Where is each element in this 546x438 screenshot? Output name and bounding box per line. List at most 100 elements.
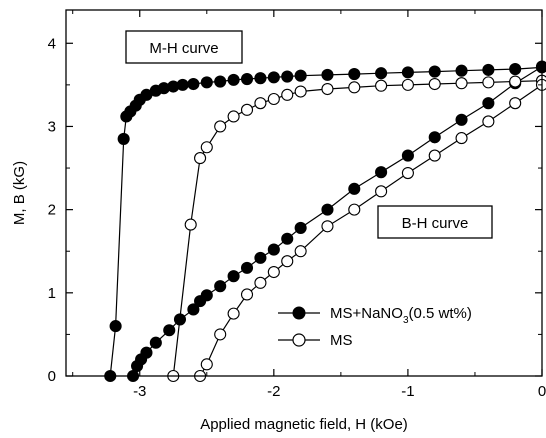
data-point <box>200 289 213 302</box>
data-point <box>428 77 441 91</box>
data-point <box>227 270 240 283</box>
series-3 <box>194 78 546 383</box>
data-point <box>227 73 240 86</box>
data-point <box>200 76 213 89</box>
data-point <box>428 149 441 162</box>
legend-item-ms-nano3: MS+NaNO3(0.5 wt%) <box>278 305 472 326</box>
data-point <box>401 166 414 180</box>
x-tick-label: -2 <box>267 383 280 400</box>
annotation-bh: B-H curve <box>377 205 493 239</box>
data-point <box>254 97 267 110</box>
data-point <box>240 72 254 86</box>
data-point <box>184 218 197 231</box>
data-point <box>163 324 176 337</box>
data-point <box>267 243 280 256</box>
data-point <box>294 221 307 234</box>
data-point <box>267 92 280 106</box>
data-point <box>509 97 522 110</box>
data-point <box>117 132 130 145</box>
data-point <box>348 182 361 195</box>
legend-marker-open <box>292 333 306 347</box>
annotation-mh: M-H curve <box>125 30 243 64</box>
data-point <box>375 166 388 179</box>
data-point <box>187 303 200 316</box>
data-point <box>509 63 522 76</box>
series-0 <box>104 61 546 383</box>
data-point <box>267 71 280 84</box>
data-marks <box>104 60 546 383</box>
data-point <box>281 70 294 83</box>
data-point <box>321 203 334 216</box>
data-point <box>455 64 468 77</box>
data-point <box>482 63 495 76</box>
data-point <box>254 72 267 85</box>
data-point <box>482 115 495 128</box>
data-point <box>227 307 240 320</box>
data-point <box>482 97 495 110</box>
data-point <box>149 336 162 349</box>
data-point <box>509 75 522 88</box>
data-point <box>240 103 254 116</box>
annotation-bh-label: B-H curve <box>402 215 469 232</box>
data-point <box>294 85 307 98</box>
data-point <box>200 358 213 371</box>
x-tick-label: 0 <box>538 383 546 400</box>
y-tick-label: 1 <box>48 285 56 302</box>
data-point <box>214 328 227 341</box>
y-tick-label: 4 <box>48 35 56 52</box>
data-point <box>281 88 294 101</box>
data-point <box>214 120 227 133</box>
annotation-mh-label: M-H curve <box>149 40 218 57</box>
data-point <box>428 65 441 78</box>
series-1 <box>126 60 546 383</box>
y-tick-label: 0 <box>48 368 56 385</box>
data-point <box>200 141 213 154</box>
data-point <box>214 75 227 88</box>
data-point <box>254 276 267 289</box>
data-point <box>455 113 468 126</box>
data-point <box>535 60 546 73</box>
data-point <box>375 79 388 92</box>
x-tick-label: -3 <box>133 383 146 400</box>
data-point <box>187 77 200 91</box>
data-point <box>348 81 361 94</box>
data-point <box>227 110 240 123</box>
y-tick-label: 2 <box>48 202 56 219</box>
data-point <box>240 261 254 274</box>
data-point <box>281 255 294 268</box>
y-tick-label: 3 <box>48 118 56 135</box>
data-point <box>401 66 414 79</box>
data-point <box>455 132 468 145</box>
data-point <box>267 265 280 279</box>
plot-frame <box>65 9 543 377</box>
data-point <box>321 68 334 81</box>
series-2 <box>167 74 546 383</box>
data-point <box>240 288 254 301</box>
data-point <box>455 77 468 90</box>
data-point <box>321 220 334 233</box>
data-point <box>348 68 361 81</box>
data-point <box>401 78 414 91</box>
data-point <box>375 185 388 198</box>
data-point <box>254 251 267 264</box>
legend-item-ms: MS <box>278 332 353 349</box>
legend-label-ms: MS <box>330 332 353 349</box>
data-point <box>294 69 307 82</box>
x-axis-title: Applied magnetic field, H (kOe) <box>200 416 408 433</box>
data-point <box>176 78 189 91</box>
data-point <box>482 76 495 89</box>
data-point <box>109 320 122 333</box>
data-point <box>401 149 414 162</box>
data-point <box>428 131 441 144</box>
axis-ticks: -3 -2 -1 0 0 1 2 3 4 <box>48 10 546 400</box>
data-point <box>321 82 334 96</box>
data-point <box>140 346 153 359</box>
legend-label-ms-nano3: MS+NaNO3(0.5 wt%) <box>330 305 472 326</box>
y-axis-title: M, B (kG) <box>11 161 28 225</box>
data-point <box>375 67 388 80</box>
x-tick-label: -1 <box>401 383 414 400</box>
data-point <box>294 245 307 258</box>
legend: MS+NaNO3(0.5 wt%) MS <box>278 305 472 349</box>
data-point <box>281 232 294 245</box>
